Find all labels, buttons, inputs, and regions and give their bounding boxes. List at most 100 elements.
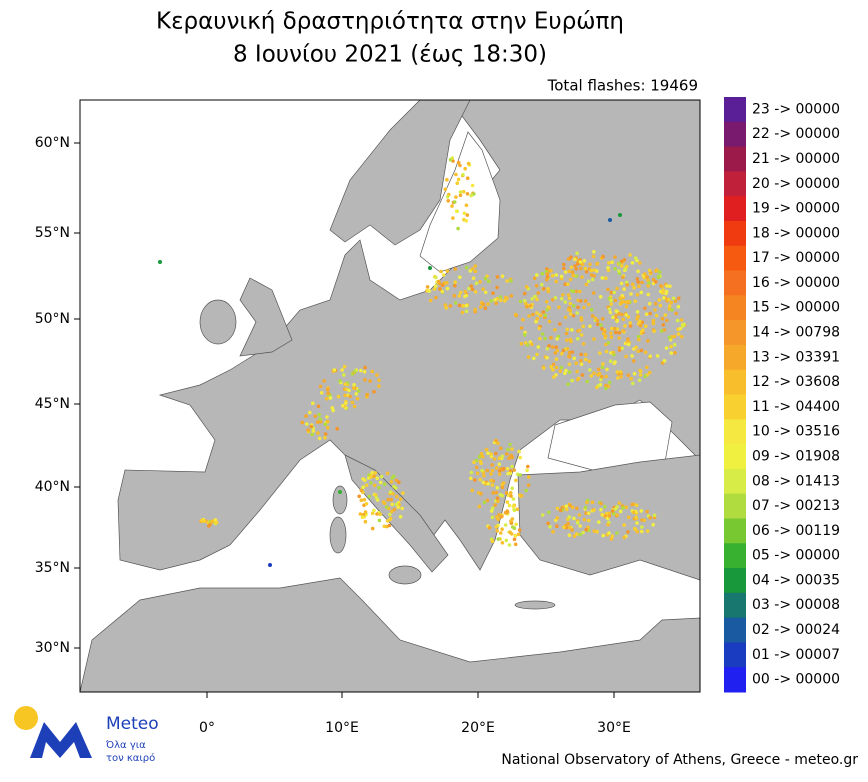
lightning-dot [600,326,604,331]
lightning-dot [384,505,389,509]
lightning-dot [521,317,525,322]
lightning-dot [561,293,565,297]
lightning-dot [482,473,486,478]
lightning-dot [545,277,549,282]
lightning-dot [604,374,608,379]
lightning-dot [548,524,552,529]
lightning-dot [563,371,567,376]
lightning-dot [648,354,652,359]
lightning-dot [306,428,311,432]
lightning-dot [536,345,541,349]
lightning-dot [612,361,616,366]
legend-swatch [724,171,746,197]
lightning-dot [622,535,626,540]
lightning-dot [571,289,576,294]
lightning-dot [341,403,345,408]
lightning-dot [363,365,367,370]
lightning-dot [505,466,510,471]
lightning-dot [600,317,605,321]
lightning-dot [611,315,615,320]
lightning-dot [607,514,612,518]
lightning-dot [316,404,321,409]
lightning-dot [471,276,476,281]
lightning-dot [268,563,272,567]
lightning-dot [559,365,564,370]
lightning-dot [564,504,569,509]
lightning-dot [480,468,484,473]
lightning-dot [347,388,351,393]
lightning-dot [370,511,375,516]
lightning-dot [207,524,211,528]
lightning-dot [615,505,619,509]
lightning-dot [441,273,446,277]
lightning-dot [503,299,507,303]
lightning-dot [497,472,502,477]
lightning-dot [563,300,568,304]
lightning-dot [616,376,620,380]
lightning-dot [592,508,596,512]
lightning-dot [545,308,549,312]
lightning-dot [652,329,656,334]
lightning-dot [558,369,563,373]
legend-label: 22 -> 00000 [752,126,840,142]
lightning-dot [612,353,616,357]
lightning-dot [664,346,669,350]
lightning-dot [510,455,515,460]
lightning-dot [554,345,559,350]
lightning-dot [473,478,477,482]
lightning-dot [511,504,516,509]
lightning-dot [477,504,482,509]
lightning-dot [507,543,512,547]
lightning-dot [517,528,522,532]
lightning-dot [620,259,624,264]
lightning-dot [573,264,577,268]
lightning-dot [675,318,680,323]
lightning-dot [545,355,549,360]
lightning-dot [480,454,485,459]
lon-label: 0° [199,720,215,736]
lightning-dot [547,510,551,515]
legend-label: 15 -> 00000 [752,300,840,316]
lightning-dot [615,286,619,291]
lightning-dot [584,527,588,532]
lightning-dot [626,515,631,520]
lightning-dot [394,478,399,483]
lightning-dot [493,503,497,507]
lightning-dot [597,520,601,524]
lightning-dot [615,327,620,331]
lightning-dot [575,337,580,341]
lightning-dot [606,341,611,345]
lightning-dot [575,506,579,511]
lightning-dot [370,369,375,374]
lightning-dot [522,333,527,337]
lightning-dot [617,269,621,273]
lightning-dot [609,537,614,541]
lightning-dot [434,275,438,280]
lightning-dot [654,269,658,273]
lightning-dot [540,513,545,517]
lightning-dot [318,384,323,389]
lightning-dot [583,505,588,510]
lightning-dot [574,289,579,294]
lightning-dot [620,312,624,317]
lightning-dot [495,529,500,533]
lightning-dot [612,290,616,295]
lightning-dot [535,273,539,277]
legend-swatch [724,394,746,420]
legend-label: 01 -> 00007 [752,647,840,663]
lightning-dot [486,279,491,284]
lightning-dot [609,298,613,303]
lightning-dot [568,301,573,306]
lightning-dot [624,505,629,510]
lightning-dot [481,302,486,307]
lightning-dot [648,311,652,316]
lightning-dot [491,491,496,495]
lightning-dot [455,181,460,185]
lightning-dot [673,351,677,355]
lightning-dot [567,525,572,530]
lightning-dot [606,522,610,527]
lightning-dot [470,183,475,188]
lightning-dot [443,303,448,307]
lightning-dot [591,254,596,259]
lightning-dot [566,308,571,312]
